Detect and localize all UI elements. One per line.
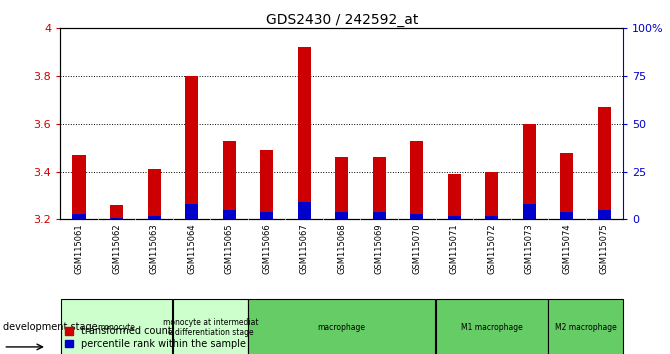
Text: GSM115065: GSM115065	[224, 223, 234, 274]
Text: GSM115070: GSM115070	[412, 223, 421, 274]
Text: GSM115066: GSM115066	[262, 223, 271, 274]
Bar	[222, 210, 236, 219]
Text: GSM115072: GSM115072	[487, 223, 496, 274]
Bar	[335, 212, 348, 219]
Text: GSM115075: GSM115075	[600, 223, 609, 274]
Bar	[297, 202, 311, 219]
Bar	[485, 172, 498, 219]
Text: monocyte at intermediat
e differentiation stage: monocyte at intermediat e differentiatio…	[163, 318, 258, 337]
Text: GSM115063: GSM115063	[149, 223, 159, 274]
Bar	[410, 214, 423, 219]
FancyBboxPatch shape	[174, 298, 247, 354]
Bar	[222, 141, 236, 219]
Bar	[297, 47, 311, 219]
Bar	[523, 204, 536, 219]
Bar	[598, 107, 611, 219]
Text: M2 macrophage: M2 macrophage	[555, 323, 616, 332]
Bar	[448, 216, 461, 219]
Text: GSM115061: GSM115061	[74, 223, 84, 274]
Text: macrophage: macrophage	[318, 323, 366, 332]
FancyBboxPatch shape	[549, 298, 622, 354]
FancyBboxPatch shape	[436, 298, 547, 354]
Bar	[598, 210, 611, 219]
Bar	[72, 155, 86, 219]
Bar	[485, 216, 498, 219]
Bar	[110, 205, 123, 219]
Bar	[72, 214, 86, 219]
FancyBboxPatch shape	[249, 298, 435, 354]
Text: GSM115071: GSM115071	[450, 223, 459, 274]
Bar	[185, 204, 198, 219]
Text: GSM115067: GSM115067	[299, 223, 309, 274]
Bar	[185, 76, 198, 219]
Text: GSM115069: GSM115069	[375, 223, 384, 274]
Legend: transformed count, percentile rank within the sample: transformed count, percentile rank withi…	[65, 326, 246, 349]
Bar	[560, 153, 574, 219]
Bar	[110, 218, 123, 219]
Bar	[147, 169, 161, 219]
Title: GDS2430 / 242592_at: GDS2430 / 242592_at	[265, 13, 418, 27]
Text: GSM115068: GSM115068	[337, 223, 346, 274]
Text: monocyte: monocyte	[98, 323, 135, 332]
Text: GSM115073: GSM115073	[525, 223, 534, 274]
Bar	[260, 212, 273, 219]
Text: GSM115064: GSM115064	[187, 223, 196, 274]
FancyBboxPatch shape	[61, 298, 172, 354]
Text: GSM115074: GSM115074	[562, 223, 572, 274]
Bar	[260, 150, 273, 219]
Bar	[523, 124, 536, 219]
Bar	[373, 212, 386, 219]
Bar	[373, 157, 386, 219]
Text: GSM115062: GSM115062	[112, 223, 121, 274]
Bar	[410, 141, 423, 219]
Bar	[147, 216, 161, 219]
Bar	[560, 212, 574, 219]
Text: development stage: development stage	[3, 322, 98, 332]
Text: M1 macrophage: M1 macrophage	[461, 323, 523, 332]
Bar	[335, 157, 348, 219]
Bar	[448, 174, 461, 219]
